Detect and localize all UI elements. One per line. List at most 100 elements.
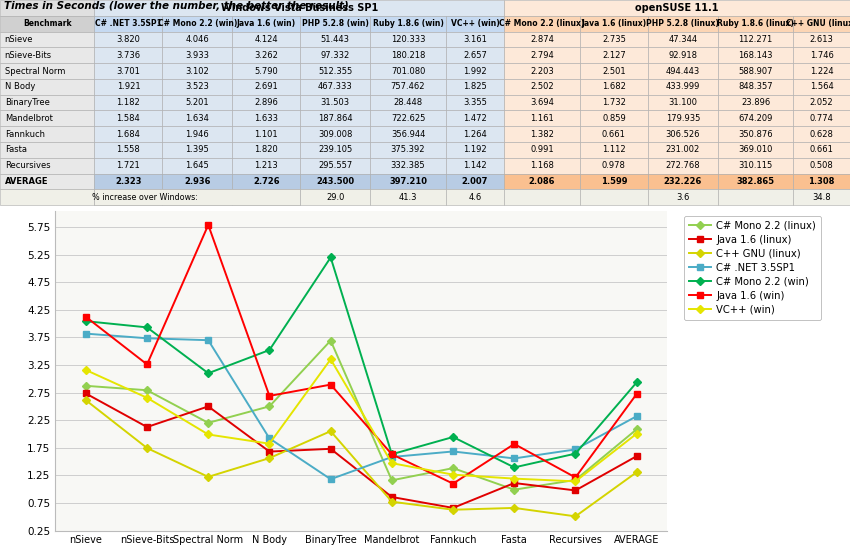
Text: 3.6: 3.6 (676, 193, 689, 202)
FancyBboxPatch shape (94, 142, 162, 158)
FancyBboxPatch shape (648, 32, 717, 48)
FancyBboxPatch shape (371, 48, 445, 63)
FancyBboxPatch shape (717, 142, 793, 158)
Text: 1.633: 1.633 (254, 114, 278, 123)
FancyBboxPatch shape (0, 79, 94, 95)
FancyBboxPatch shape (232, 142, 300, 158)
FancyBboxPatch shape (793, 110, 850, 126)
Text: VC++ (win): VC++ (win) (450, 19, 500, 28)
Text: Ruby 1.8.6 (linux): Ruby 1.8.6 (linux) (717, 19, 794, 28)
Text: 5.201: 5.201 (185, 98, 209, 107)
Text: Benchmark: Benchmark (23, 19, 71, 28)
FancyBboxPatch shape (580, 16, 648, 32)
FancyBboxPatch shape (232, 95, 300, 110)
FancyBboxPatch shape (580, 189, 648, 205)
FancyBboxPatch shape (580, 126, 648, 142)
Text: nSieve-Bits: nSieve-Bits (5, 51, 52, 60)
Text: 2.007: 2.007 (462, 177, 488, 186)
Text: 2.691: 2.691 (254, 82, 278, 91)
Text: 375.392: 375.392 (391, 146, 425, 154)
Text: 309.008: 309.008 (318, 130, 353, 138)
Text: 29.0: 29.0 (326, 193, 344, 202)
FancyBboxPatch shape (300, 79, 371, 95)
Text: 2.657: 2.657 (463, 51, 487, 60)
FancyBboxPatch shape (793, 32, 850, 48)
FancyBboxPatch shape (445, 173, 504, 189)
FancyBboxPatch shape (504, 95, 580, 110)
FancyBboxPatch shape (445, 189, 504, 205)
Text: 187.864: 187.864 (318, 114, 353, 123)
Text: 356.944: 356.944 (391, 130, 425, 138)
Text: 1.599: 1.599 (601, 177, 627, 186)
Text: 92.918: 92.918 (668, 51, 697, 60)
FancyBboxPatch shape (94, 158, 162, 173)
FancyBboxPatch shape (793, 126, 850, 142)
Text: 3.820: 3.820 (116, 35, 140, 44)
FancyBboxPatch shape (94, 16, 162, 32)
Text: 757.462: 757.462 (391, 82, 425, 91)
FancyBboxPatch shape (717, 110, 793, 126)
FancyBboxPatch shape (580, 110, 648, 126)
Text: 47.344: 47.344 (668, 35, 697, 44)
FancyBboxPatch shape (445, 48, 504, 63)
FancyBboxPatch shape (717, 48, 793, 63)
Text: 232.226: 232.226 (664, 177, 702, 186)
FancyBboxPatch shape (371, 158, 445, 173)
Text: 1.921: 1.921 (116, 82, 140, 91)
FancyBboxPatch shape (300, 158, 371, 173)
FancyBboxPatch shape (504, 48, 580, 63)
Text: 2.203: 2.203 (530, 67, 554, 75)
Text: nSieve: nSieve (5, 35, 33, 44)
FancyBboxPatch shape (94, 48, 162, 63)
FancyBboxPatch shape (0, 95, 94, 110)
Text: 1.168: 1.168 (530, 161, 554, 170)
Text: 0.508: 0.508 (810, 161, 834, 170)
FancyBboxPatch shape (717, 126, 793, 142)
Text: AVERAGE: AVERAGE (5, 177, 48, 186)
FancyBboxPatch shape (504, 0, 850, 16)
Text: 3.161: 3.161 (463, 35, 487, 44)
FancyBboxPatch shape (0, 158, 94, 173)
Text: 0.661: 0.661 (602, 130, 626, 138)
FancyBboxPatch shape (580, 173, 648, 189)
Text: Java 1.6 (win): Java 1.6 (win) (237, 19, 296, 28)
Text: 3.701: 3.701 (116, 67, 140, 75)
FancyBboxPatch shape (300, 110, 371, 126)
Text: 120.333: 120.333 (391, 35, 425, 44)
FancyBboxPatch shape (504, 173, 580, 189)
FancyBboxPatch shape (300, 48, 371, 63)
Text: Mandelbrot: Mandelbrot (5, 114, 53, 123)
FancyBboxPatch shape (648, 158, 717, 173)
FancyBboxPatch shape (648, 110, 717, 126)
Text: 34.8: 34.8 (813, 193, 831, 202)
FancyBboxPatch shape (94, 110, 162, 126)
FancyBboxPatch shape (504, 79, 580, 95)
Text: 0.774: 0.774 (810, 114, 834, 123)
Text: 31.100: 31.100 (668, 98, 697, 107)
Text: C++ GNU (linux): C++ GNU (linux) (786, 19, 850, 28)
Text: 1.946: 1.946 (185, 130, 209, 138)
FancyBboxPatch shape (371, 189, 445, 205)
FancyBboxPatch shape (445, 16, 504, 32)
FancyBboxPatch shape (162, 79, 232, 95)
Text: 433.999: 433.999 (666, 82, 700, 91)
Text: 3.736: 3.736 (116, 51, 140, 60)
FancyBboxPatch shape (371, 110, 445, 126)
Text: 674.209: 674.209 (739, 114, 773, 123)
Text: 350.876: 350.876 (739, 130, 773, 138)
FancyBboxPatch shape (717, 189, 793, 205)
Text: 2.323: 2.323 (116, 177, 142, 186)
FancyBboxPatch shape (371, 63, 445, 79)
FancyBboxPatch shape (0, 126, 94, 142)
FancyBboxPatch shape (162, 16, 232, 32)
Text: Fannkuch: Fannkuch (5, 130, 45, 138)
Text: BinaryTree: BinaryTree (5, 98, 49, 107)
FancyBboxPatch shape (162, 173, 232, 189)
Text: 0.859: 0.859 (602, 114, 626, 123)
Text: 1.746: 1.746 (810, 51, 834, 60)
FancyBboxPatch shape (793, 173, 850, 189)
Text: 1.112: 1.112 (602, 146, 626, 154)
FancyBboxPatch shape (232, 32, 300, 48)
Text: 28.448: 28.448 (394, 98, 422, 107)
Text: 41.3: 41.3 (399, 193, 417, 202)
